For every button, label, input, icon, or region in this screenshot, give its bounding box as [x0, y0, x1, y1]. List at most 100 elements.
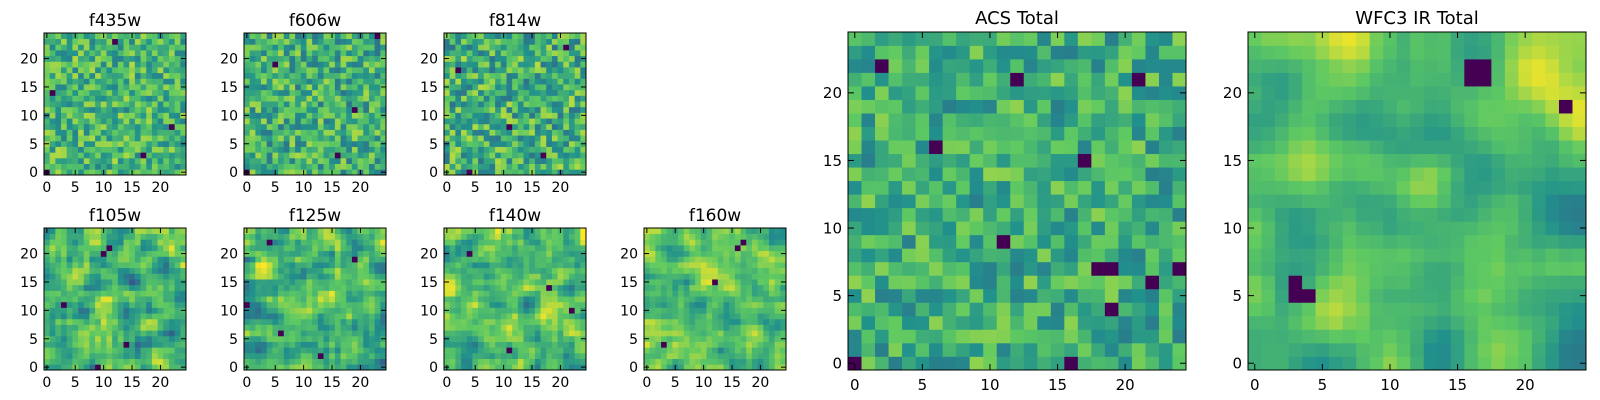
heatmap-cell — [44, 50, 51, 57]
heatmap-cell — [661, 358, 668, 365]
heatmap-cell — [523, 44, 530, 51]
heatmap-cell — [89, 250, 96, 257]
heatmap-cell — [100, 352, 107, 359]
heatmap-cell — [140, 118, 147, 125]
heatmap-cell — [774, 279, 781, 286]
heatmap-cell — [517, 106, 524, 113]
heatmap-cell — [295, 330, 302, 337]
heatmap-cell — [117, 152, 124, 159]
heatmap-cell — [700, 324, 707, 331]
heatmap-cell — [740, 347, 747, 354]
heatmap-cell — [1172, 207, 1187, 222]
heatmap-cell — [123, 313, 130, 320]
heatmap-cell — [363, 118, 370, 125]
heatmap-cell — [444, 239, 451, 246]
heatmap-cell — [678, 233, 685, 240]
heatmap-cell — [295, 84, 302, 91]
heatmap-cell — [763, 318, 770, 325]
heatmap-cell — [506, 146, 513, 153]
heatmap-cell — [672, 335, 679, 342]
heatmap-cell — [875, 288, 889, 303]
heatmap-cell — [546, 347, 553, 354]
heatmap-cell — [295, 245, 302, 252]
heatmap-cell — [146, 352, 153, 359]
heatmap-cell — [751, 262, 758, 269]
heatmap-cell — [706, 330, 713, 337]
heatmap-cell — [244, 146, 251, 153]
heatmap-cell — [295, 358, 302, 365]
heatmap-cell — [351, 307, 358, 314]
heatmap-cell — [106, 123, 113, 130]
heatmap-cell — [649, 267, 656, 274]
heatmap-cell — [483, 146, 490, 153]
heatmap-cell — [168, 89, 175, 96]
heatmap-cell — [1023, 288, 1038, 303]
heatmap-cell — [1104, 167, 1119, 182]
heatmap-cell — [346, 267, 353, 274]
heatmap-cell — [746, 307, 753, 314]
heatmap-cell — [529, 284, 536, 291]
heatmap-cell — [334, 330, 341, 337]
heatmap-cell — [255, 140, 262, 147]
heatmap-cell — [534, 129, 541, 136]
heatmap-cell — [346, 358, 353, 365]
heatmap-cell — [380, 301, 387, 308]
heatmap-cell — [689, 233, 696, 240]
heatmap-cell — [266, 239, 273, 246]
heatmap-cell — [455, 330, 462, 337]
heatmap-cell — [180, 358, 187, 365]
heatmap-cell — [334, 38, 341, 45]
heatmap-cell — [140, 55, 147, 62]
heatmap-cell — [500, 118, 507, 125]
heatmap-cell — [140, 262, 147, 269]
heatmap-cell — [351, 169, 358, 176]
heatmap-cell — [763, 313, 770, 320]
heatmap-cell — [563, 33, 570, 40]
heatmap-cell — [312, 101, 319, 108]
heatmap-cell — [478, 135, 485, 142]
heatmap-cell — [174, 256, 181, 263]
heatmap-cell — [478, 284, 485, 291]
heatmap-cell — [89, 84, 96, 91]
heatmap-cell — [517, 245, 524, 252]
heatmap-cell — [574, 239, 581, 246]
heatmap-cell — [44, 38, 51, 45]
heatmap-cell — [380, 78, 387, 85]
heatmap-cell — [551, 284, 558, 291]
heatmap-cell — [61, 50, 68, 57]
heatmap-cell — [712, 290, 719, 297]
heatmap-cell — [317, 341, 324, 348]
heatmap-cell — [323, 50, 330, 57]
heatmap-cell — [174, 296, 181, 303]
heatmap-cell — [1145, 302, 1160, 317]
heatmap-cell — [489, 239, 496, 246]
heatmap-cell — [351, 318, 358, 325]
heatmap-cell — [517, 140, 524, 147]
heatmap-cell — [500, 106, 507, 113]
heatmap-cell — [666, 341, 673, 348]
heatmap-cell — [1023, 248, 1038, 263]
heatmap-cell — [163, 129, 170, 136]
heatmap-cell — [740, 364, 747, 371]
heatmap-cell — [751, 318, 758, 325]
heatmap-cell — [95, 347, 102, 354]
heatmap-cell — [129, 72, 136, 79]
heatmap-cell — [44, 78, 51, 85]
heatmap-cell — [83, 313, 90, 320]
heatmap-cell — [661, 233, 668, 240]
heatmap-cell — [1172, 342, 1187, 357]
heatmap-cell — [146, 61, 153, 68]
heatmap-cell — [129, 152, 136, 159]
heatmap-cell — [146, 233, 153, 240]
heatmap-cell — [368, 163, 375, 170]
heatmap-cell — [157, 358, 164, 365]
heatmap-cell — [929, 207, 943, 222]
heatmap-cell — [563, 239, 570, 246]
heatmap-cell — [712, 273, 719, 280]
heatmap-cell — [763, 330, 770, 337]
heatmap-cell — [151, 129, 158, 136]
heatmap-cell — [317, 123, 324, 130]
heatmap-cell — [278, 352, 285, 359]
heatmap-cell — [546, 250, 553, 257]
heatmap-cell — [300, 284, 307, 291]
